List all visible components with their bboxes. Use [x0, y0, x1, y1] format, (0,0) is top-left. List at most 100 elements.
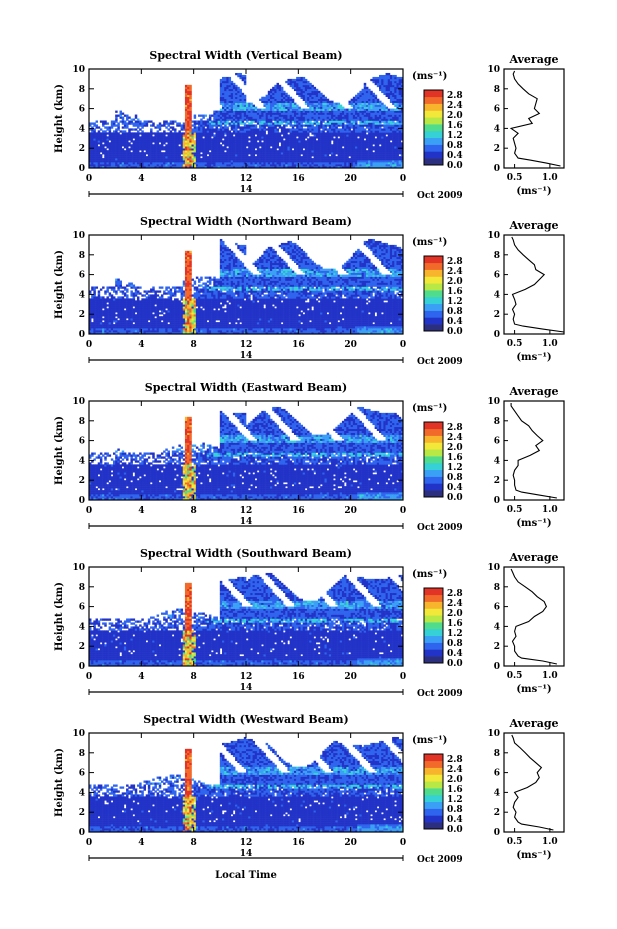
heatmap-cell — [121, 138, 125, 141]
heatmap-cell — [237, 102, 240, 105]
heatmap-cell — [355, 132, 358, 135]
heatmap-cell — [394, 162, 397, 165]
heatmap-cell — [226, 132, 229, 135]
heatmap-cell — [350, 122, 354, 125]
heatmap-cell — [246, 112, 249, 115]
heatmap-cell — [359, 118, 362, 121]
heatmap-cell — [350, 108, 354, 111]
heatmap-cell — [106, 154, 109, 157]
heatmap-cell — [370, 96, 373, 99]
heatmap-cell — [383, 128, 386, 131]
heatmap-cell — [99, 140, 103, 143]
heatmap-cell — [267, 134, 271, 137]
heatmap-cell — [184, 158, 188, 161]
heatmap-cell — [372, 76, 375, 80]
heatmap-cell — [374, 116, 378, 119]
heatmap-cell — [304, 94, 308, 98]
heatmap-cell — [187, 116, 190, 119]
heatmap-cell — [379, 138, 382, 141]
heatmap-cell — [239, 96, 242, 99]
heatmap-cell — [169, 136, 173, 139]
heatmap-cell — [396, 114, 399, 117]
heatmap-cell — [110, 154, 114, 157]
heatmap-cell — [328, 132, 332, 135]
heatmap-cell — [387, 92, 391, 96]
heatmap-cell — [385, 150, 389, 153]
heatmap-cell — [89, 152, 92, 155]
heatmap-cell — [222, 150, 225, 153]
heatmap-cell — [200, 122, 203, 125]
heatmap-cell — [379, 124, 382, 127]
heatmap-cell — [243, 146, 247, 149]
heatmap-cell — [222, 158, 225, 161]
heatmap-cell — [158, 146, 162, 149]
heatmap-cell — [359, 134, 362, 137]
heatmap-cell — [383, 330, 386, 333]
heatmap-cell — [363, 152, 367, 155]
heatmap-cell — [287, 78, 290, 82]
heatmap-cell — [134, 164, 138, 167]
heatmap-cell — [169, 120, 173, 123]
heatmap-cell — [289, 84, 293, 88]
heatmap-cell — [241, 116, 245, 119]
heatmap-cell — [163, 132, 166, 135]
heatmap-cell — [115, 144, 118, 147]
heatmap-cell — [313, 132, 317, 135]
heatmap-cell — [241, 166, 245, 168]
heatmap-cell — [93, 148, 96, 151]
heatmap-cell — [344, 162, 347, 165]
heatmap-cell — [346, 330, 349, 333]
heatmap-cell — [370, 118, 373, 121]
heatmap-cell — [322, 144, 325, 147]
heatmap-cell — [320, 144, 323, 147]
heatmap-cell — [169, 130, 173, 133]
heatmap-cell — [121, 328, 125, 331]
panel-1: Spectral Width (Vertical Beam)0246810Hei… — [54, 49, 565, 201]
heatmap-cell — [132, 146, 136, 149]
heatmap-cell — [272, 108, 275, 111]
heatmap-cell — [274, 102, 277, 105]
heatmap-cell — [348, 160, 351, 163]
heatmap-cell — [311, 140, 314, 143]
heatmap-cell — [317, 130, 321, 133]
heatmap-cell — [152, 332, 155, 334]
heatmap-cell — [110, 160, 114, 163]
heatmap-cell — [126, 160, 129, 163]
heatmap-cell — [230, 128, 234, 131]
heatmap-cell — [141, 142, 144, 145]
heatmap-cell — [280, 102, 284, 105]
heatmap-cell — [357, 110, 360, 113]
heatmap-cell — [119, 116, 123, 119]
x-tick-label: 4 — [138, 174, 144, 184]
heatmap-cell — [333, 116, 336, 119]
heatmap-cell — [93, 136, 96, 139]
heatmap-cell — [115, 164, 118, 167]
heatmap-cell — [289, 128, 293, 131]
heatmap-cell — [285, 110, 288, 113]
heatmap-cell — [226, 142, 229, 145]
heatmap-cell — [112, 132, 116, 135]
heatmap-cell — [254, 120, 258, 123]
heatmap-cell — [235, 108, 238, 111]
heatmap-cell — [335, 142, 338, 145]
heatmap-cell — [263, 136, 266, 139]
heatmap-cell — [246, 118, 249, 121]
heatmap-cell — [189, 130, 192, 133]
heatmap-cell — [198, 124, 201, 127]
heatmap-cell — [224, 126, 227, 129]
heatmap-cell — [309, 100, 312, 103]
heatmap-cell — [191, 124, 194, 127]
heatmap-cell — [239, 76, 242, 80]
heatmap-cell — [163, 158, 166, 161]
heatmap-cell — [265, 142, 269, 145]
heatmap-cell — [184, 144, 188, 147]
heatmap-cell — [363, 162, 367, 165]
heatmap-cell — [219, 124, 223, 127]
heatmap-cell — [259, 122, 262, 125]
heatmap-cell — [228, 78, 232, 82]
heatmap-cell — [379, 126, 382, 129]
heatmap-cell — [381, 120, 384, 123]
heatmap-cell — [121, 166, 125, 168]
heatmap-cell — [169, 126, 173, 129]
heatmap-cell — [139, 142, 142, 145]
